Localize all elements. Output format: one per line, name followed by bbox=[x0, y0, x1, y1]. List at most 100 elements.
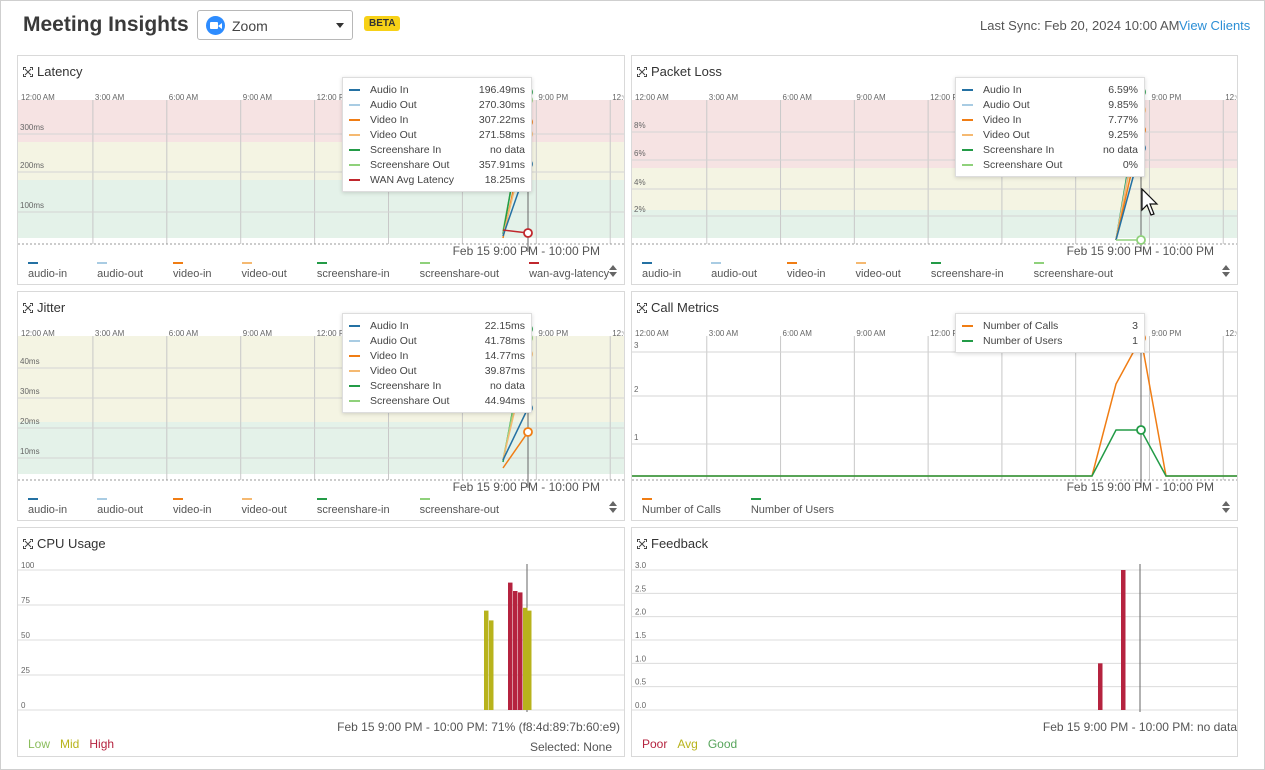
legend-swatch bbox=[28, 262, 38, 264]
panel-title-text: Jitter bbox=[37, 300, 66, 315]
expand-icon[interactable] bbox=[637, 66, 647, 77]
legend-item[interactable]: screenshare-in bbox=[316, 262, 390, 280]
tooltip-row: Audio Out 270.30ms bbox=[349, 97, 525, 112]
chart-legend: audio-in audio-out video-in video-out screen… bbox=[28, 262, 609, 280]
feedback-legend: Poor Avg Good bbox=[642, 737, 737, 751]
legend-item[interactable]: screenshare-out bbox=[1033, 262, 1114, 280]
legend-item[interactable]: screenshare-out bbox=[419, 498, 500, 516]
time-tick-label: 3:00 AM bbox=[95, 329, 125, 338]
legend-item[interactable]: screenshare-in bbox=[316, 498, 390, 516]
legend-label: screenshare-out bbox=[419, 504, 500, 516]
time-tick-label: 6:00 AM bbox=[169, 93, 199, 102]
tooltip-swatch bbox=[962, 118, 973, 121]
legend-item[interactable]: video-in bbox=[787, 262, 826, 280]
legend-item[interactable]: audio-in bbox=[28, 498, 67, 516]
legend-item[interactable]: video-out bbox=[855, 262, 901, 280]
tooltip-label: WAN Avg Latency bbox=[370, 173, 455, 186]
y-tick-label: 6% bbox=[634, 149, 646, 158]
tooltip-row: Audio Out 9.85% bbox=[962, 97, 1138, 112]
time-tick-label: 3:00 AM bbox=[95, 93, 125, 102]
expand-icon[interactable] bbox=[637, 302, 647, 313]
legend-item[interactable]: Low bbox=[28, 737, 51, 751]
hover-point bbox=[1136, 425, 1146, 435]
top-bar: Meeting Insights Zoom BETA Last Sync: Fe… bbox=[0, 0, 1265, 52]
legend-item[interactable]: Poor bbox=[642, 737, 668, 751]
cpu-title: CPU Usage bbox=[23, 536, 106, 551]
tooltip-value: 39.87ms bbox=[484, 364, 525, 377]
legend-item[interactable]: wan-avg-latency bbox=[529, 262, 609, 280]
call-metrics-tooltip: Number of Calls 3 Number of Users 1 bbox=[955, 313, 1145, 353]
y-tick-label: 100ms bbox=[20, 201, 44, 210]
tooltip-row: Audio Out 41.78ms bbox=[349, 333, 525, 348]
legend-item[interactable]: Number of Users bbox=[750, 498, 834, 516]
legend-item[interactable]: Mid bbox=[60, 737, 80, 751]
tooltip-value: 7.77% bbox=[1108, 113, 1138, 126]
legend-label: screenshare-in bbox=[316, 504, 390, 516]
tooltip-label: Audio Out bbox=[370, 98, 417, 111]
legend-swatch bbox=[529, 262, 540, 264]
expand-icon[interactable] bbox=[23, 66, 33, 77]
legend-item[interactable]: video-in bbox=[173, 498, 212, 516]
legend-item[interactable]: video-in bbox=[173, 262, 212, 280]
legend-scroll-icon[interactable] bbox=[608, 264, 618, 278]
chart-plot: 3.0 2.5 2.0 1.5 1.0 0.5 0.0 bbox=[632, 561, 1237, 712]
tooltip-label: Number of Users bbox=[983, 334, 1063, 347]
tooltip-swatch bbox=[349, 369, 360, 372]
tooltip-label: Audio Out bbox=[370, 334, 417, 347]
legend-item[interactable]: audio-out bbox=[97, 498, 143, 516]
legend-scroll-icon[interactable] bbox=[608, 500, 618, 514]
panel-title-text: Latency bbox=[37, 64, 83, 79]
legend-label: Number of Users bbox=[750, 504, 834, 516]
legend-item[interactable]: audio-in bbox=[642, 262, 681, 280]
y-tick-label: 100 bbox=[21, 561, 35, 570]
packet-loss-panel: Packet Loss 12:00 AM 3:00 AM 6:00 AM 9:00 AM… bbox=[631, 55, 1238, 285]
legend-item[interactable]: screenshare-out bbox=[419, 262, 499, 280]
expand-icon[interactable] bbox=[23, 302, 33, 313]
tooltip-swatch bbox=[349, 399, 360, 402]
beta-badge: BETA bbox=[364, 16, 401, 31]
threshold-band bbox=[18, 142, 624, 180]
page-title: Meeting Insights bbox=[23, 13, 189, 36]
legend-label: screenshare-out bbox=[1033, 268, 1114, 280]
legend-label: Number of Calls bbox=[642, 504, 721, 516]
chart-legend: audio-in audio-out video-in video-out screen… bbox=[642, 262, 1113, 280]
time-range-label: Feb 15 9:00 PM - 10:00 PM bbox=[1066, 244, 1214, 258]
legend-label: audio-out bbox=[97, 268, 144, 280]
time-tick-label: 3:00 AM bbox=[709, 329, 739, 338]
legend-swatch bbox=[419, 498, 430, 500]
panel-title-text: Feedback bbox=[651, 536, 709, 551]
legend-item[interactable]: audio-in bbox=[28, 262, 67, 280]
tooltip-swatch bbox=[349, 88, 360, 91]
time-tick-label: 6:00 AM bbox=[169, 329, 199, 338]
app-select[interactable]: Zoom bbox=[197, 10, 353, 40]
time-range-label: Feb 15 9:00 PM - 10:00 PM bbox=[452, 244, 600, 258]
tooltip-swatch bbox=[962, 148, 973, 151]
legend-item[interactable]: video-out bbox=[241, 498, 287, 516]
tooltip-swatch bbox=[349, 339, 360, 342]
time-tick-label: 6:00 AM bbox=[783, 93, 813, 102]
legend-swatch bbox=[241, 262, 252, 264]
legend-item[interactable]: video-out bbox=[241, 262, 287, 280]
y-tick-label: 30ms bbox=[20, 387, 40, 396]
legend-item[interactable]: Number of Calls bbox=[642, 498, 721, 516]
tooltip-swatch bbox=[349, 133, 360, 136]
tooltip-value: 307.22ms bbox=[478, 113, 525, 126]
legend-scroll-icon[interactable] bbox=[1221, 500, 1231, 514]
legend-item[interactable]: Good bbox=[707, 737, 738, 751]
legend-item[interactable]: High bbox=[89, 737, 115, 751]
expand-icon[interactable] bbox=[23, 538, 33, 549]
legend-label: audio-in bbox=[642, 268, 682, 280]
selected-label: Selected: None bbox=[529, 740, 612, 754]
y-tick-label: 3.0 bbox=[635, 561, 647, 570]
expand-icon[interactable] bbox=[637, 538, 647, 549]
legend-item[interactable]: screenshare-in bbox=[930, 262, 1004, 280]
view-clients-link[interactable]: View Clients bbox=[1179, 18, 1251, 33]
tooltip-row: Video In 7.77% bbox=[962, 112, 1138, 127]
legend-item[interactable]: audio-out bbox=[97, 262, 143, 280]
legend-item[interactable]: audio-out bbox=[711, 262, 757, 280]
chart-plot: 100 75 50 25 0 bbox=[18, 561, 624, 712]
legend-item[interactable]: Avg bbox=[677, 737, 698, 751]
tooltip-label: Screenshare In bbox=[983, 143, 1055, 156]
y-tick-label: 0.0 bbox=[635, 701, 647, 710]
legend-scroll-icon[interactable] bbox=[1221, 264, 1231, 278]
